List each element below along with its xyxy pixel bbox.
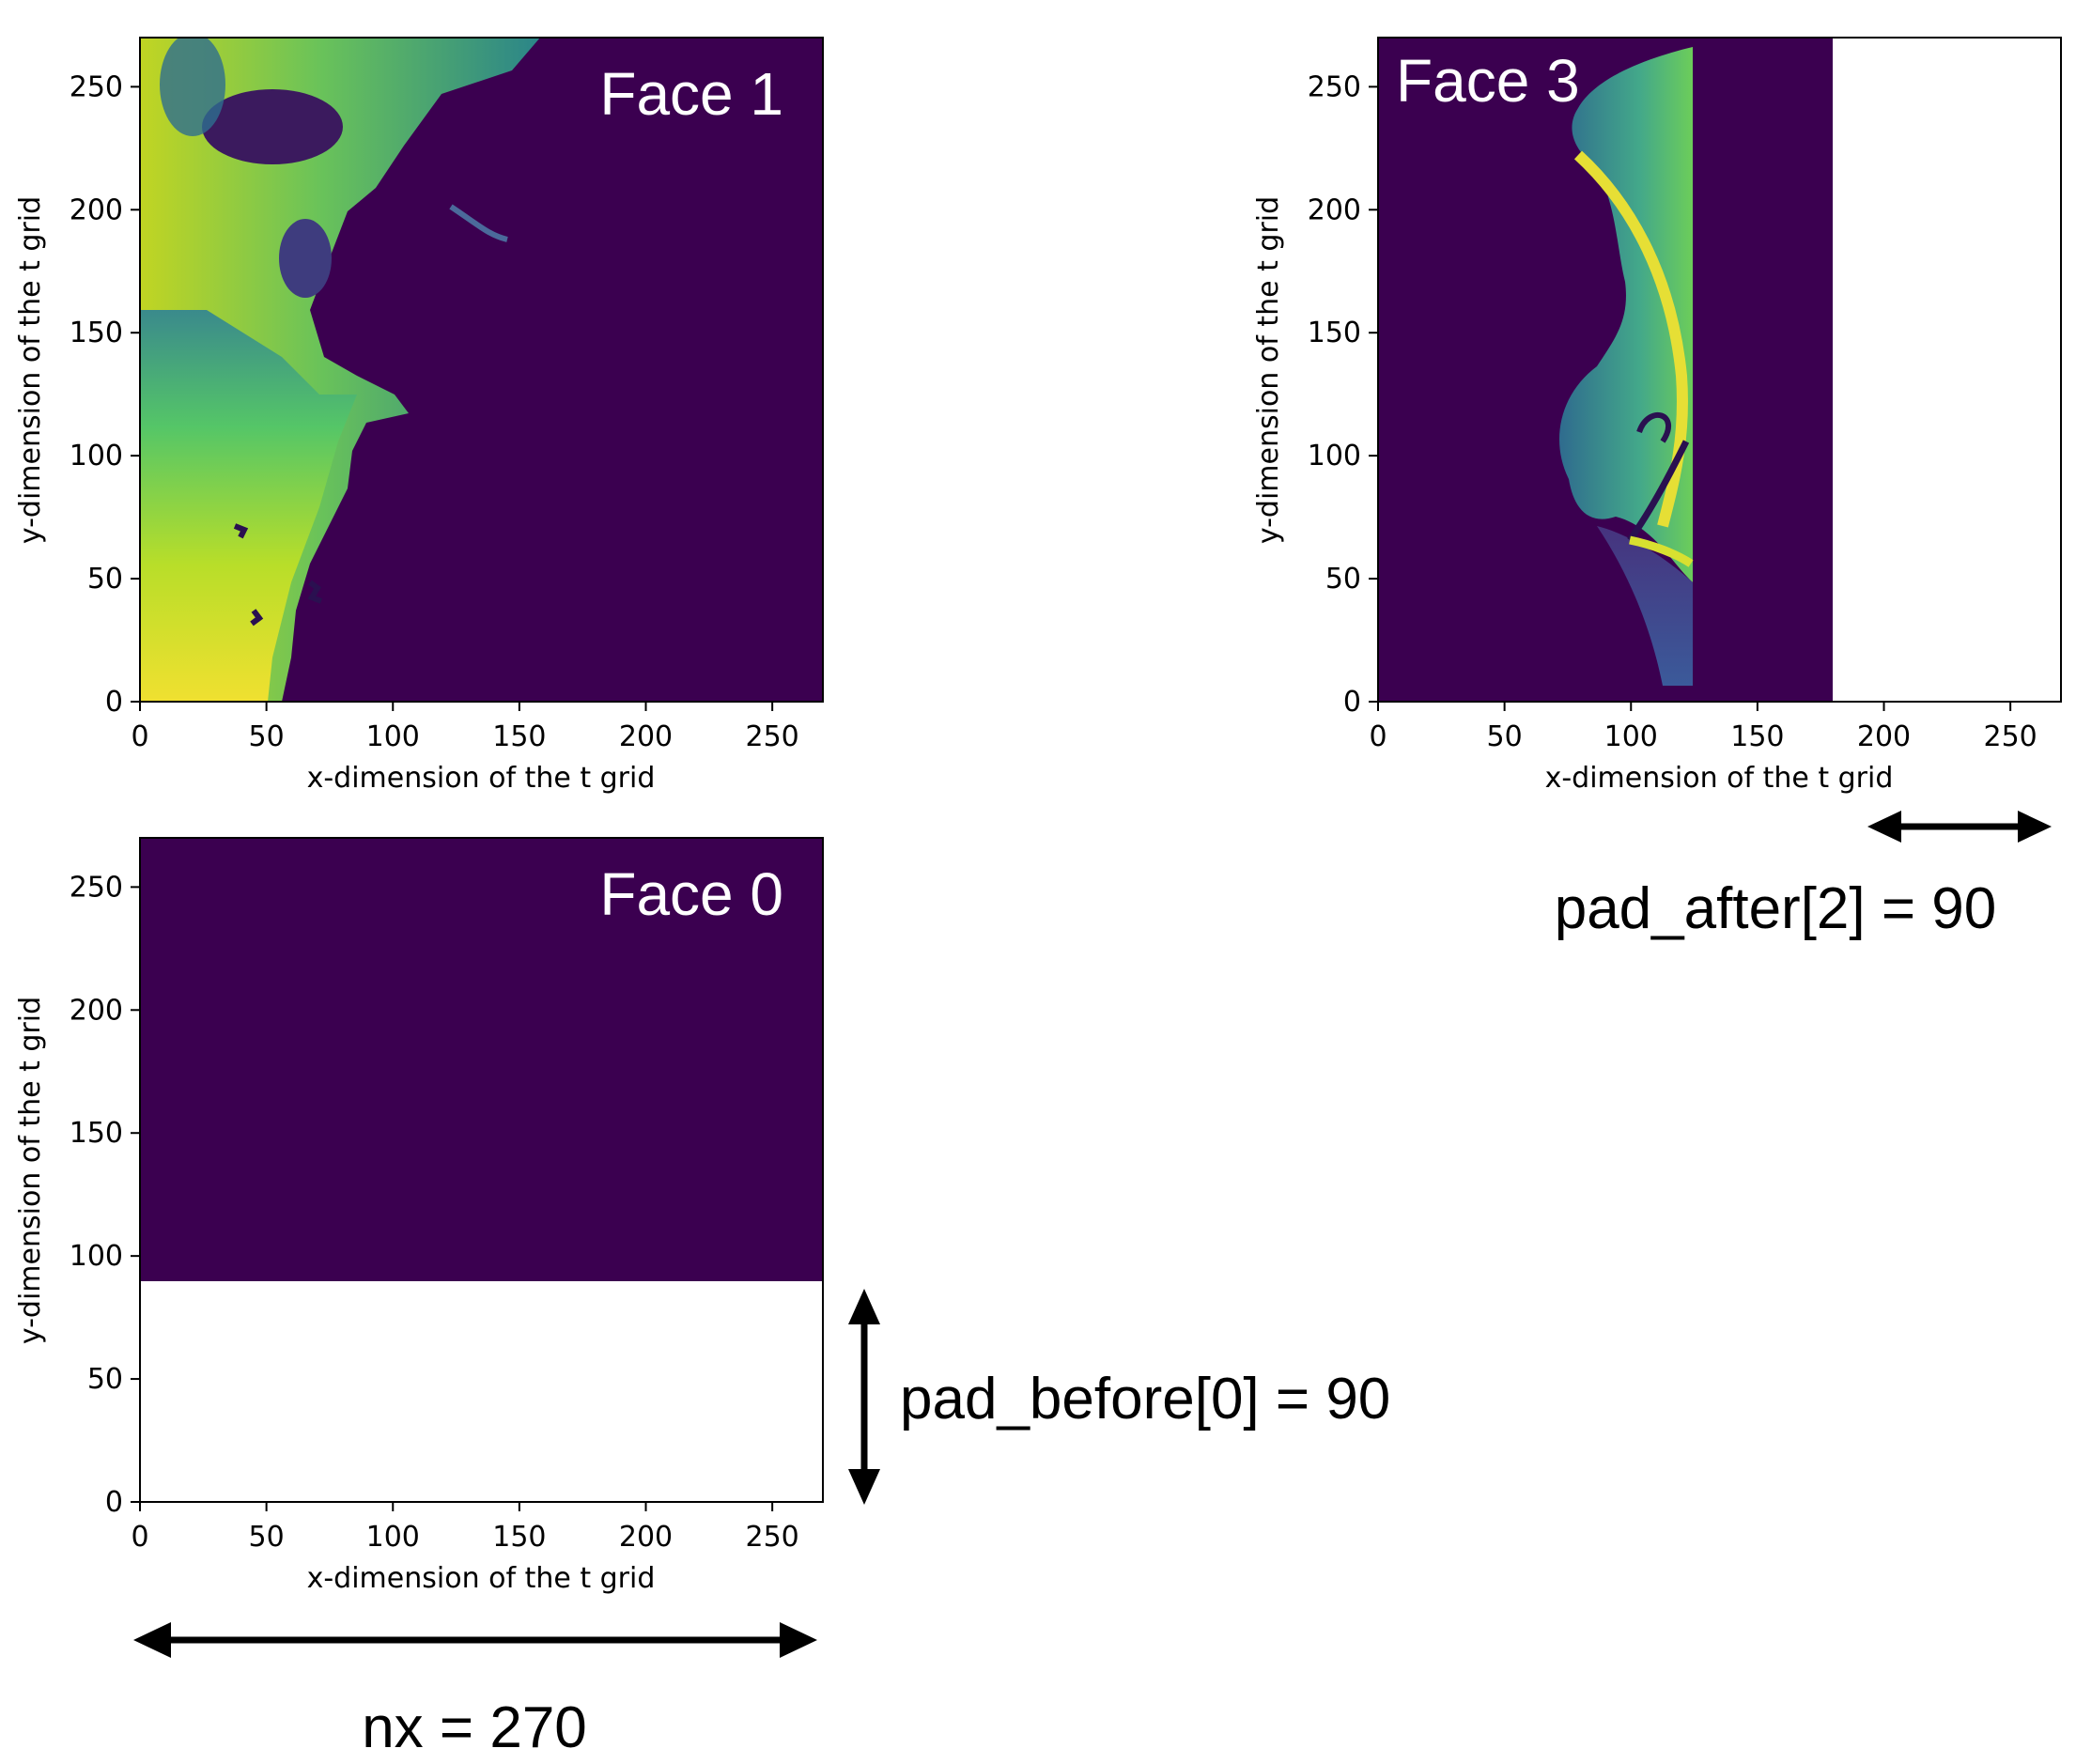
x-tick-label: 200 [1857,720,1911,753]
y-tick-label: 150 [70,1117,123,1150]
double-arrow-horizontal-icon [1867,811,2052,843]
plot-frame [139,37,824,703]
x-tick-label: 250 [1984,720,2037,753]
pad-before-label: pad_before[0] = 90 [900,1367,1390,1431]
y-axis: 0 50 100 150 200 250 [1308,70,1378,719]
x-tick-label: 250 [746,1521,799,1554]
y-tick-label: 200 [1308,193,1361,226]
x-tick-label: 150 [492,720,546,753]
y-axis-label: y-dimension of the t grid [14,196,47,544]
y-tick-label: 100 [70,1240,123,1273]
x-tick-label: 50 [249,720,285,753]
y-tick-label: 250 [70,871,123,904]
y-tick-label: 200 [70,193,123,226]
chart-title: Face 0 [599,860,783,928]
pad-before-annotation: pad_before[0] = 90 [848,1289,1390,1505]
heatmap-field [1559,47,1694,686]
x-tick-label: 200 [619,720,673,753]
plot-frame [139,837,824,1503]
plot-frame [1377,37,2062,703]
chart-face-3: Face 3 0 50 100 150 200 250 0 50 100 150 200 250 x… [1252,37,2062,795]
y-tick-label: 0 [105,686,123,719]
x-tick-label: 50 [1487,720,1523,753]
chart-face-1: Face 1 0 50 100 150 200 250 0 50 100 150 200 250 x… [14,37,824,795]
heatmap-field [140,38,540,702]
y-tick-label: 100 [70,440,123,472]
heatmap-background [140,838,823,1281]
chart-title: Face 3 [1396,47,1580,115]
x-tick-label: 100 [366,720,420,753]
pad-after-label: pad_after[2] = 90 [1555,876,1997,941]
y-tick-label: 50 [1325,563,1361,596]
x-tick-label: 0 [131,720,148,753]
x-tick-label: 150 [1730,720,1784,753]
x-tick-label: 0 [131,1521,148,1554]
y-tick-label: 0 [1343,686,1361,719]
y-tick-label: 250 [1308,70,1361,103]
x-tick-label: 150 [492,1521,546,1554]
y-tick-label: 0 [105,1486,123,1519]
double-arrow-horizontal-icon [133,1622,817,1658]
x-tick-label: 0 [1369,720,1387,753]
y-axis: 0 50 100 150 200 250 [70,70,140,719]
y-tick-label: 50 [87,563,123,596]
x-tick-label: 100 [1604,720,1658,753]
y-tick-label: 150 [1308,317,1361,349]
x-axis-label: x-dimension of the t grid [307,762,656,795]
y-axis-label: y-dimension of the t grid [1252,196,1285,544]
x-tick-label: 200 [619,1521,673,1554]
x-tick-label: 50 [249,1521,285,1554]
double-arrow-vertical-icon [848,1289,880,1505]
y-tick-label: 100 [1308,440,1361,472]
nx-annotation: nx = 270 [133,1622,817,1760]
pad-after-annotation: pad_after[2] = 90 [1555,811,2052,941]
y-tick-label: 50 [87,1363,123,1396]
x-tick-label: 100 [366,1521,420,1554]
y-tick-label: 250 [70,70,123,103]
y-tick-label: 200 [70,994,123,1027]
y-axis: 0 50 100 150 200 250 [70,871,140,1519]
x-axis: 0 50 100 150 200 250 [1369,702,2037,753]
nx-label: nx = 270 [362,1695,587,1760]
x-axis: 0 50 100 150 200 250 [131,1502,799,1554]
y-axis-label: y-dimension of the t grid [14,997,47,1344]
chart-face-0: Face 0 0 50 100 150 200 250 0 50 100 150 200 250 x… [14,837,824,1595]
x-tick-label: 250 [746,720,799,753]
x-axis-label: x-dimension of the t grid [307,1562,656,1595]
y-tick-label: 150 [70,317,123,349]
chart-title: Face 1 [599,60,783,128]
x-axis: 0 50 100 150 200 250 [131,702,799,753]
x-axis-label: x-dimension of the t grid [1545,762,1894,795]
